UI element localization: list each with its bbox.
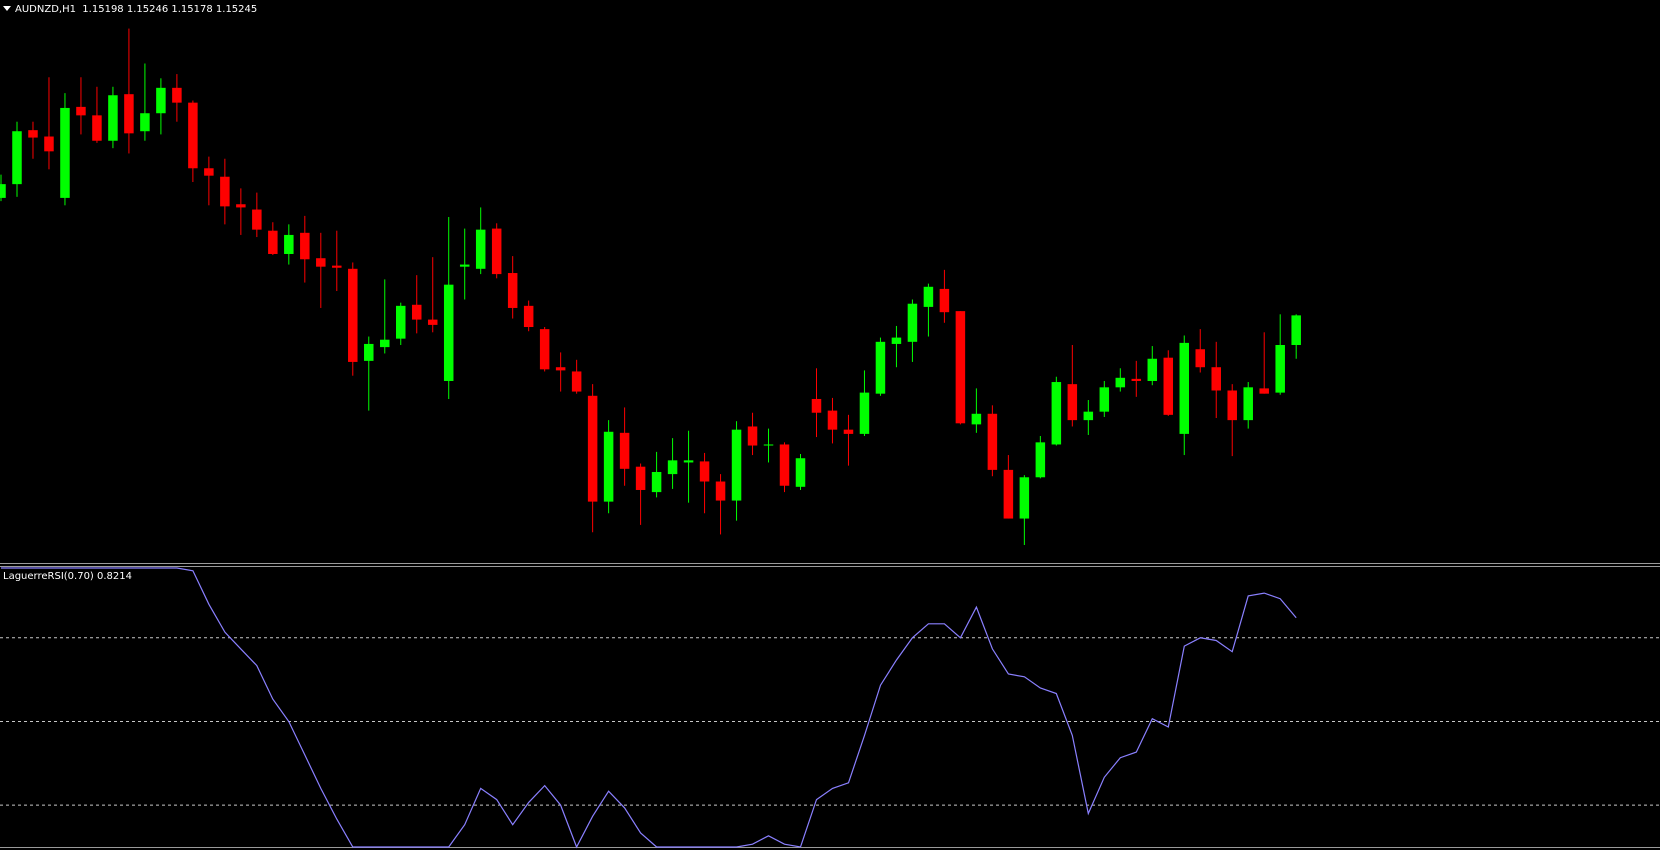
candle-body: [268, 230, 278, 254]
candle-body: [427, 319, 438, 325]
candle-body: [811, 398, 822, 413]
candle-body: [1243, 387, 1253, 421]
candle-body: [907, 303, 918, 342]
price-header: AUDNZD,H1 1.15198 1.15246 1.15178 1.1524…: [15, 4, 257, 15]
candle-body: [380, 339, 390, 348]
candle-body: [364, 343, 374, 361]
candle-body: [1083, 411, 1094, 421]
candle-body: [923, 286, 934, 307]
candle-body: [0, 184, 6, 198]
candle-body: [76, 106, 86, 116]
candle-body: [124, 94, 134, 134]
candle-body: [1179, 342, 1190, 434]
candle-body: [396, 305, 406, 339]
candle-body: [939, 288, 950, 313]
candle-body: [1035, 442, 1046, 478]
candle-body: [92, 115, 102, 141]
candle-body: [667, 460, 678, 475]
candle-body: [1163, 357, 1174, 415]
candle-body: [747, 426, 758, 446]
candle-body: [827, 410, 838, 430]
candle-body: [683, 460, 694, 463]
candle-body: [539, 329, 550, 370]
candle-body: [172, 87, 182, 103]
candle-body: [1291, 315, 1301, 345]
candle-body: [1019, 477, 1030, 519]
candle-body: [188, 102, 198, 169]
candle-body: [763, 444, 774, 446]
candle-body: [507, 273, 518, 308]
candle-body: [955, 311, 966, 424]
candle-body: [204, 168, 214, 176]
candle-body: [443, 284, 454, 381]
candle-body: [1227, 390, 1237, 421]
candle-body: [1211, 367, 1221, 391]
candle-body: [971, 413, 982, 425]
candle-body: [859, 392, 870, 434]
candle-body: [12, 131, 22, 185]
candle-body: [843, 429, 854, 434]
candle-body: [779, 444, 790, 486]
candle-body: [491, 228, 502, 275]
candle-body: [635, 466, 646, 490]
candle-body: [28, 130, 38, 138]
candle-body: [300, 232, 310, 260]
candle-body: [795, 458, 806, 487]
candle-body: [651, 471, 662, 493]
candle-body: [1099, 387, 1110, 412]
candle-body: [284, 234, 294, 254]
candle-body: [731, 429, 742, 501]
indicator-header: LaguerreRSI(0.70) 0.8214: [3, 571, 132, 582]
candle-body: [411, 304, 422, 320]
candle-body: [1131, 378, 1142, 381]
candle-body: [44, 136, 54, 152]
candle-body: [875, 341, 886, 394]
candle-body: [1275, 344, 1285, 393]
candle-body: [1067, 384, 1078, 421]
candle-body: [603, 431, 614, 502]
candle-body: [108, 95, 118, 141]
candle-body: [619, 432, 630, 469]
candle-body: [555, 367, 566, 371]
candle-body: [140, 113, 150, 132]
candle-body: [987, 413, 998, 470]
candle-body: [348, 268, 358, 362]
candle-body: [1259, 388, 1269, 394]
candle-body: [523, 305, 534, 328]
candle-body: [1003, 469, 1014, 519]
candle-body: [1115, 377, 1126, 388]
candle-body: [571, 371, 582, 392]
candle-body: [236, 204, 246, 208]
candle-body: [252, 209, 262, 230]
candle-body: [715, 481, 726, 501]
candle-body: [316, 258, 326, 267]
candle-body: [332, 265, 342, 268]
menu-triangle[interactable]: [3, 6, 11, 11]
candle-body: [587, 395, 598, 502]
candle-body: [891, 337, 902, 344]
indicator-line: [1, 567, 1297, 849]
candle-body: [156, 87, 166, 114]
candle-body: [60, 107, 70, 198]
candle-body: [459, 264, 470, 267]
candle-body: [1195, 349, 1205, 368]
candle-body: [475, 229, 486, 269]
candle-body: [699, 461, 710, 482]
candle-body: [220, 176, 230, 207]
candle-body: [1051, 382, 1062, 445]
candle-body: [1147, 358, 1158, 381]
